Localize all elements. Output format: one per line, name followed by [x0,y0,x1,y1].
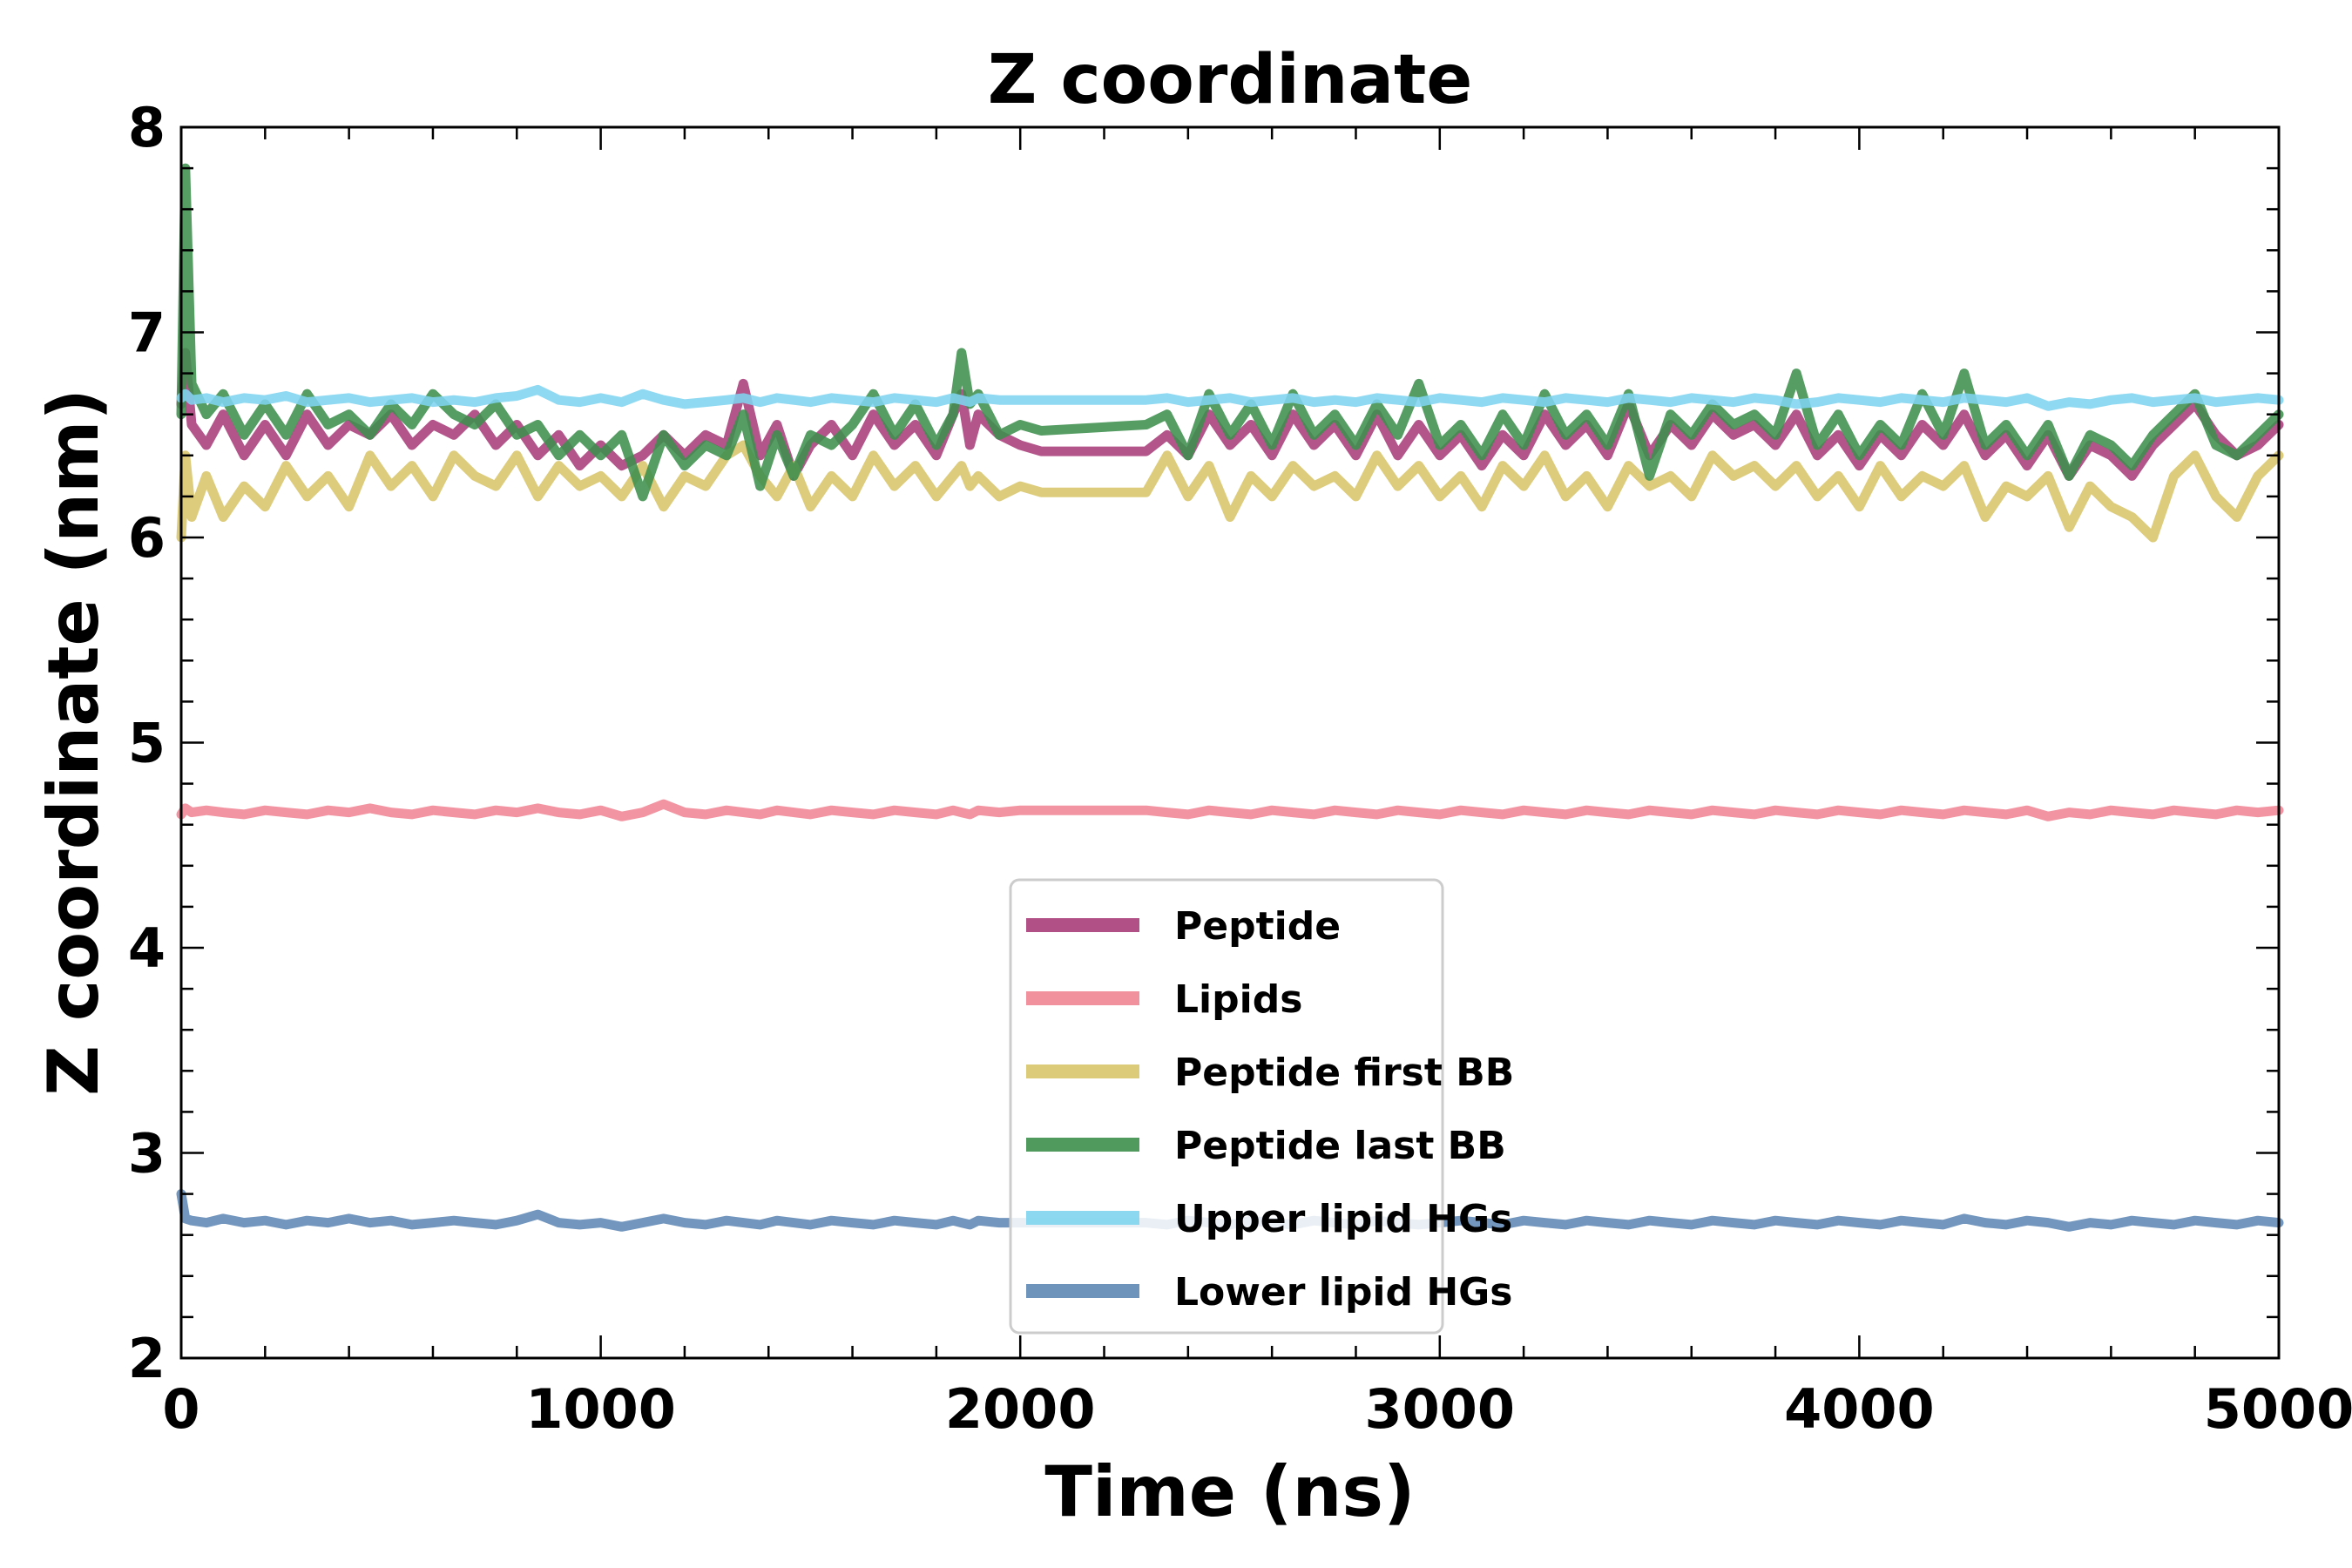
y-axis-label: Z coordinate (nm) [33,389,114,1096]
y-tick-label: 8 [128,96,166,159]
tick-label-layer: 0 1000 2000 3000 4000 5000 2 3 4 5 6 7 8 [128,96,2352,1441]
tick-layer [179,125,2281,1360]
legend-label-2: Lipids [1174,977,1302,1022]
chart-title: Z coordinate [988,41,1473,119]
legend-label-3: Peptide first BB [1174,1051,1514,1095]
y-tick-label: 4 [128,916,166,980]
series-line-2 [176,799,2284,821]
legend-label-5: Upper lipid HGs [1174,1197,1512,1241]
x-tick-label: 5000 [2204,1377,2352,1441]
series-line-3 [176,440,2284,543]
y-tick-label: 2 [128,1327,166,1390]
series-line-1 [176,348,2284,481]
y-tick-label: 6 [128,506,166,570]
x-tick-label: 4000 [1784,1377,1935,1441]
legend-label-4: Peptide last BB [1174,1124,1506,1168]
legend-label-6: Lower lipid HGs [1174,1270,1512,1315]
legend: Peptide Lipids Peptide first BB Peptide las… [1009,878,1514,1335]
x-tick-label: 0 [162,1377,199,1441]
x-axis-label: Time (ns) [1044,1451,1415,1532]
y-tick-label: 3 [128,1122,166,1186]
legend-label-1: Peptide [1174,904,1341,949]
y-tick-label: 7 [128,301,166,365]
series-line-5 [176,384,2284,411]
x-tick-label: 3000 [1365,1377,1516,1441]
x-tick-label: 1000 [525,1377,676,1441]
x-tick-label: 2000 [945,1377,1096,1441]
y-tick-label: 5 [128,712,166,775]
